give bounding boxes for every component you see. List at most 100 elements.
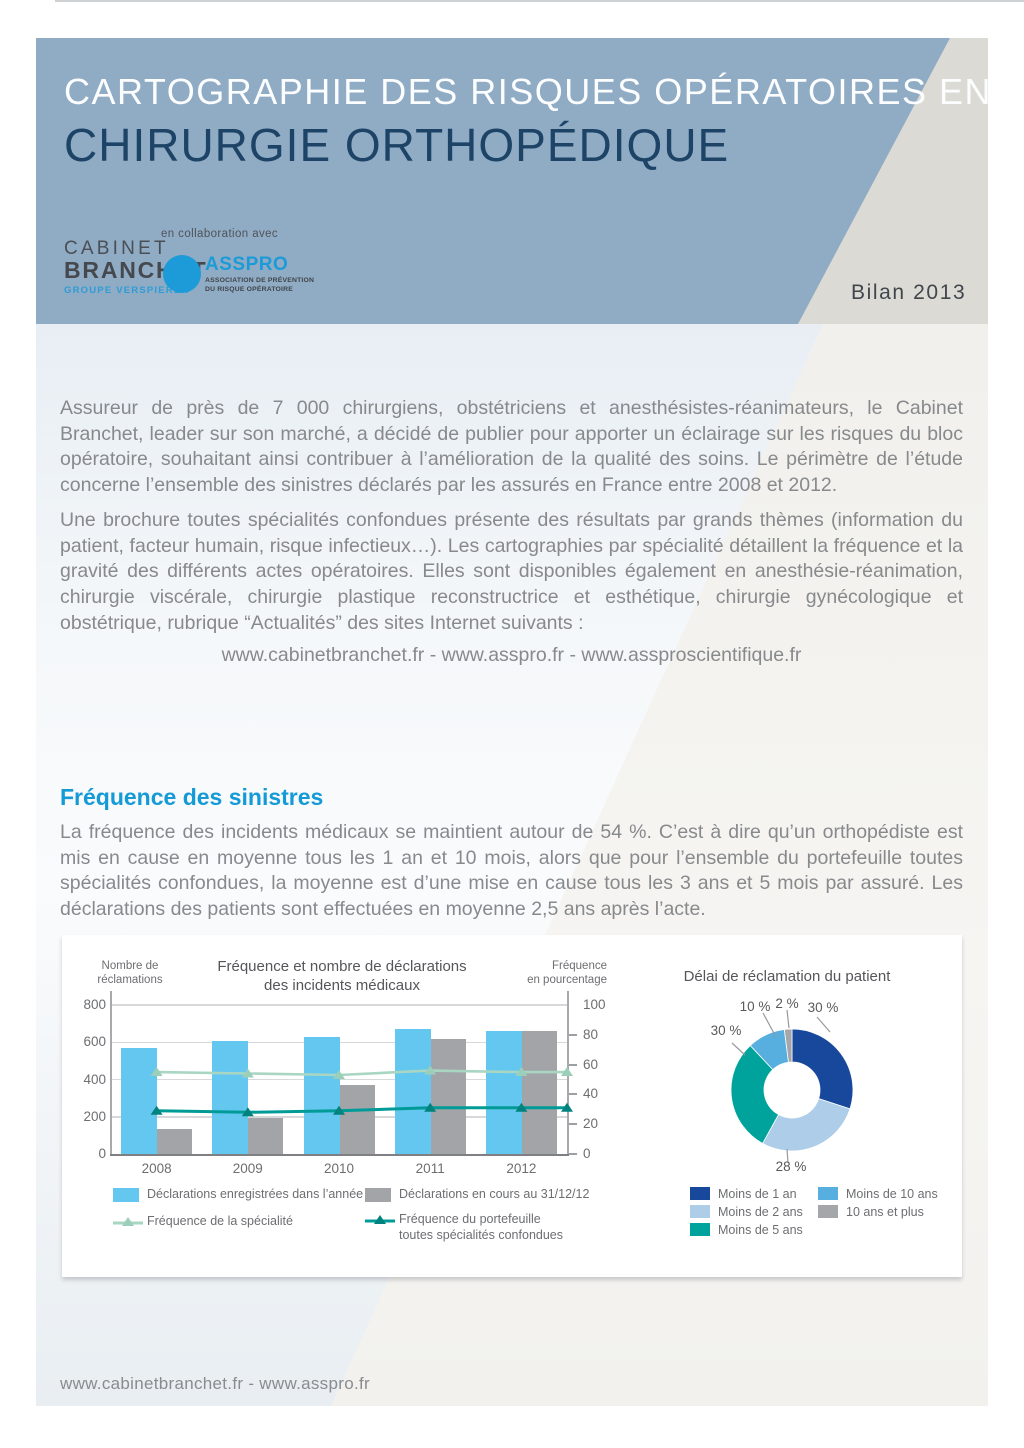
bar-chart-title-line2: des incidents médicaux	[264, 977, 420, 994]
legend-line-marker-icon	[365, 1215, 395, 1224]
bar-right-axis-title-line1: Fréquence	[552, 960, 607, 972]
donut-legend-swatch	[690, 1205, 710, 1218]
right-axis-tick-label: 40	[583, 1086, 599, 1102]
bar-chart-title: Fréquence et nombre de déclarations des …	[192, 957, 492, 995]
left-axis-line	[110, 991, 112, 1156]
bar-declarations-annee	[485, 1031, 522, 1154]
donut-segment	[762, 1098, 851, 1152]
edition-badge: Bilan 2013	[851, 281, 967, 304]
right-axis-tick-mark	[568, 1123, 577, 1126]
gridline	[112, 1078, 567, 1081]
bar-declarations-en-cours	[430, 1038, 466, 1154]
footer-links: www.cabinetbranchet.fr - www.asspro.fr	[60, 1374, 370, 1393]
websites-line: www.cabinetbranchet.fr - www.asspro.fr -…	[221, 644, 802, 666]
donut-percent-label: 10 %	[740, 999, 771, 1014]
page-title-line1: CARTOGRAPHIE DES RISQUES OPÉRATOIRES EN	[64, 71, 993, 112]
scan-artifact	[55, 0, 1024, 2]
bar-declarations-annee	[121, 1047, 158, 1154]
donut-legend-label: 10 ans et plus	[846, 1204, 924, 1219]
x-axis-label: 2010	[323, 1161, 355, 1176]
donut-leader-line	[786, 1009, 790, 1029]
right-axis-tick-label: 20	[583, 1116, 599, 1132]
donut-leader-line	[816, 1016, 831, 1033]
right-axis-tick-mark	[568, 1063, 577, 1066]
bar-chart-title-line1: Fréquence et nombre de déclarations	[217, 958, 467, 975]
page-title-line2: CHIRURGIE ORTHOPÉDIQUE	[64, 119, 730, 171]
left-axis-tick-label: 600	[83, 1034, 106, 1050]
header-banner: CARTOGRAPHIE DES RISQUES OPÉRATOIRES EN …	[36, 38, 991, 324]
right-axis-tick-label: 0	[583, 1146, 591, 1161]
donut-legend-label: Moins de 2 ans	[718, 1204, 803, 1219]
right-axis-tick-mark	[568, 1033, 577, 1036]
x-axis-label: 2012	[506, 1161, 537, 1176]
bar-left-axis-title-line1: Nombre de	[101, 960, 159, 972]
asspro-subtitle: ASSOCIATION DE PRÉVENTION DU RISQUE OPÉR…	[205, 277, 314, 294]
bar-left-axis-title-line2: réclamations	[97, 974, 163, 986]
asspro-name: ASSPRO	[205, 254, 289, 275]
donut-legend-column: Moins de 10 ans 10 ans et plus	[818, 1187, 938, 1223]
donut-leader-line	[731, 1042, 746, 1056]
right-axis-line	[567, 991, 569, 1156]
donut-legend-label: Moins de 1 an	[718, 1186, 797, 1201]
right-axis-tick-mark	[568, 1093, 577, 1096]
legend-label: Déclarations en cours au 31/12/12	[399, 1187, 590, 1201]
bar-declarations-annee	[303, 1036, 340, 1154]
left-axis-tick-label: 800	[83, 997, 106, 1012]
x-axis-label: 2008	[141, 1161, 172, 1176]
gridline	[112, 1004, 567, 1006]
bar-declarations-annee	[394, 1029, 431, 1154]
legend-label: Fréquence du portefeuille toutes spéciali…	[399, 1212, 563, 1242]
donut-legend-item: Moins de 5 ans	[690, 1222, 803, 1237]
logo-cabinet-line: CABINET	[64, 238, 169, 259]
legend-swatch-gray	[365, 1188, 391, 1202]
bar-declarations-en-cours	[521, 1031, 557, 1154]
legend-label: Déclarations enregistrées dans l’année	[147, 1187, 364, 1201]
bar-right-axis-title-line2: en pourcentage	[527, 974, 607, 986]
bar-declarations-en-cours	[157, 1128, 193, 1154]
donut-legend-column: Moins de 1 an Moins de 2 ans Moins de 5 an…	[690, 1187, 803, 1241]
left-axis-tick-label: 200	[83, 1108, 106, 1124]
bottom-axis-line	[110, 1154, 569, 1156]
donut-legend-swatch	[690, 1187, 710, 1200]
donut-legend-swatch	[818, 1205, 838, 1218]
charts-panel: Nombre de réclamations Fréquence et nomb…	[62, 935, 962, 1277]
donut-segment	[730, 1044, 780, 1144]
right-axis-tick-label: 60	[583, 1056, 599, 1072]
bar-left-axis-title: Nombre de réclamations	[90, 959, 170, 987]
donut-percent-label: 30 %	[711, 1023, 742, 1038]
donut-chart: 30 % 28 % 30 % 10 % 2 %	[711, 996, 854, 1174]
x-axis-label: 2011	[415, 1161, 445, 1176]
collaboration-label: en collaboration avec	[161, 228, 279, 240]
right-axis-tick-label: 80	[583, 1026, 599, 1042]
gridline	[112, 1041, 567, 1043]
donut-legend-item: Moins de 2 ans	[690, 1204, 803, 1219]
asspro-subtitle-line1: ASSOCIATION DE PRÉVENTION	[205, 277, 315, 284]
section-heading: Fréquence des sinistres	[60, 784, 324, 810]
legend-swatch-blue	[113, 1188, 139, 1202]
donut-title: Délai de réclamation du patient	[683, 968, 891, 985]
donut-percent-label: 28 %	[776, 1159, 807, 1174]
left-axis-tick-label: 0	[98, 1146, 106, 1161]
right-axis-tick-mark	[568, 1153, 577, 1155]
intro-paragraph-2: Une brochure toutes spécialités confondu…	[60, 509, 963, 634]
donut-percent-label: 30 %	[808, 1000, 839, 1015]
donut-segment	[783, 1028, 793, 1063]
donut-percent-label: 2 %	[775, 996, 798, 1011]
donut-legend-label: Moins de 5 ans	[718, 1222, 803, 1237]
asspro-circle-icon	[163, 255, 201, 293]
asspro-subtitle-line2: DU RISQUE OPÉRATOIRE	[205, 285, 293, 293]
donut-legend-item: 10 ans et plus	[818, 1204, 938, 1219]
donut-legend-swatch	[818, 1187, 838, 1200]
bar-declarations-annee	[212, 1041, 249, 1154]
donut-leader-line	[762, 1012, 777, 1038]
intro-paragraph-1: Assureur de près de 7 000 chirurgiens, o…	[60, 397, 963, 497]
donut-legend-swatch	[690, 1223, 710, 1236]
bar-declarations-en-cours	[248, 1117, 284, 1154]
bar-declarations-en-cours	[339, 1085, 375, 1154]
donut-leader-line	[786, 1148, 789, 1164]
bar-right-axis-title: Fréquence en pourcentage	[527, 959, 607, 987]
left-axis-tick-label: 400	[83, 1071, 106, 1087]
donut-legend-item: Moins de 10 ans	[818, 1186, 938, 1201]
logo-groupe-verspieren-line: GROUPE VERSPIEREN	[64, 285, 190, 296]
donut-legend-label: Moins de 10 ans	[846, 1186, 938, 1201]
